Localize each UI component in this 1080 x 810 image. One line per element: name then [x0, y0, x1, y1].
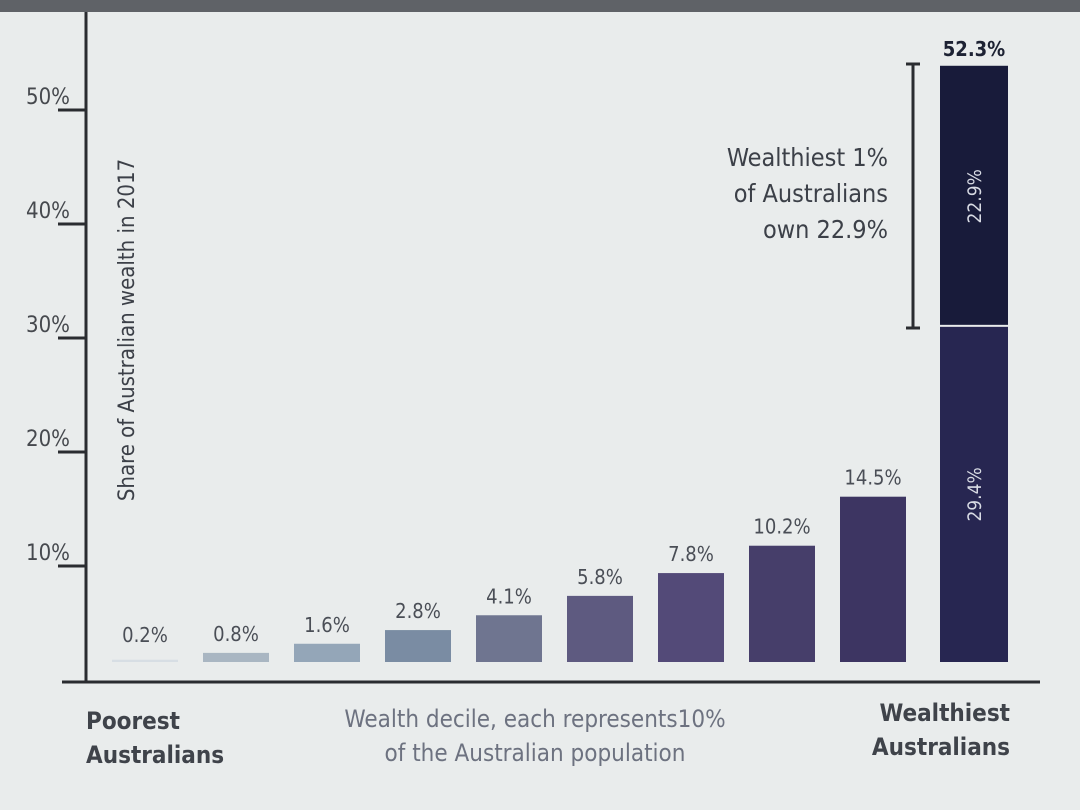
segment-label-top-one-percent: 22.9% [964, 169, 986, 223]
bars-group: 0.2% 0.8% 1.6% 2.8% 4.1% 5.8% 7.8% 10.2% 14.5% 29… [112, 37, 1008, 662]
bar-decile-4 [385, 630, 451, 662]
bar-value-label-6: 5.8% [577, 565, 623, 589]
bar-value-label-1: 0.2% [122, 623, 168, 647]
bar-decile-7 [658, 573, 724, 662]
bar-decile-5 [476, 615, 542, 662]
bar-value-label-4: 2.8% [395, 599, 441, 623]
bar-decile-9 [840, 496, 906, 662]
annotation-line-2: of Australians [734, 179, 888, 208]
caption-wealthiest-line-1: Wealthiest [879, 699, 1011, 727]
y-tick-label-10: 10% [26, 541, 70, 566]
y-axis-ticks: 10% 20% 30% 40% 50% [26, 85, 86, 568]
bar-value-label-5: 4.1% [486, 584, 532, 608]
segment-label-lower: 29.4% [964, 467, 986, 521]
bar-decile-6 [567, 595, 633, 662]
caption-poorest-line-1: Poorest [86, 707, 180, 735]
bar-decile-3 [294, 643, 360, 662]
caption-poorest: Poorest Australians [86, 704, 224, 772]
bar-value-label-2: 0.8% [213, 622, 259, 646]
bar-decile-1 [112, 659, 178, 662]
bar-decile-10-top-one-percent-segment [940, 65, 1008, 325]
x-axis-caption: Wealth decile, each represents10% of the… [300, 702, 770, 770]
y-axis-title: Share of Australian wealth in 2017 [115, 159, 140, 501]
y-tick-label-50: 50% [26, 85, 70, 110]
caption-poorest-line-2: Australians [86, 741, 225, 769]
bar-decile-10-total-label: 52.3% [943, 37, 1005, 61]
bar-decile-8 [749, 545, 815, 662]
top-one-percent-annotation: Wealthiest 1% of Australians own 22.9% [727, 62, 920, 330]
bar-value-label-8: 10.2% [753, 515, 810, 539]
x-axis-caption-line-1: Wealth decile, each represents10% [344, 705, 726, 733]
chart-frame-top [0, 0, 1080, 12]
y-tick-label-30: 30% [26, 313, 70, 338]
annotation-line-3: own 22.9% [763, 215, 888, 244]
annotation-line-1: Wealthiest 1% [727, 143, 888, 172]
bar-value-label-9: 14.5% [844, 466, 901, 490]
bar-value-label-7: 7.8% [668, 542, 714, 566]
caption-wealthiest: Wealthiest Australians [830, 696, 1010, 764]
caption-wealthiest-line-2: Australians [871, 733, 1010, 761]
bar-decile-2 [203, 652, 269, 662]
bar-decile-10-lower-segment [940, 326, 1008, 662]
y-tick-label-20: 20% [26, 427, 70, 452]
bar-value-label-3: 1.6% [304, 613, 350, 637]
y-tick-label-40: 40% [26, 199, 70, 224]
x-axis-caption-line-2: of the Australian population [384, 739, 686, 767]
